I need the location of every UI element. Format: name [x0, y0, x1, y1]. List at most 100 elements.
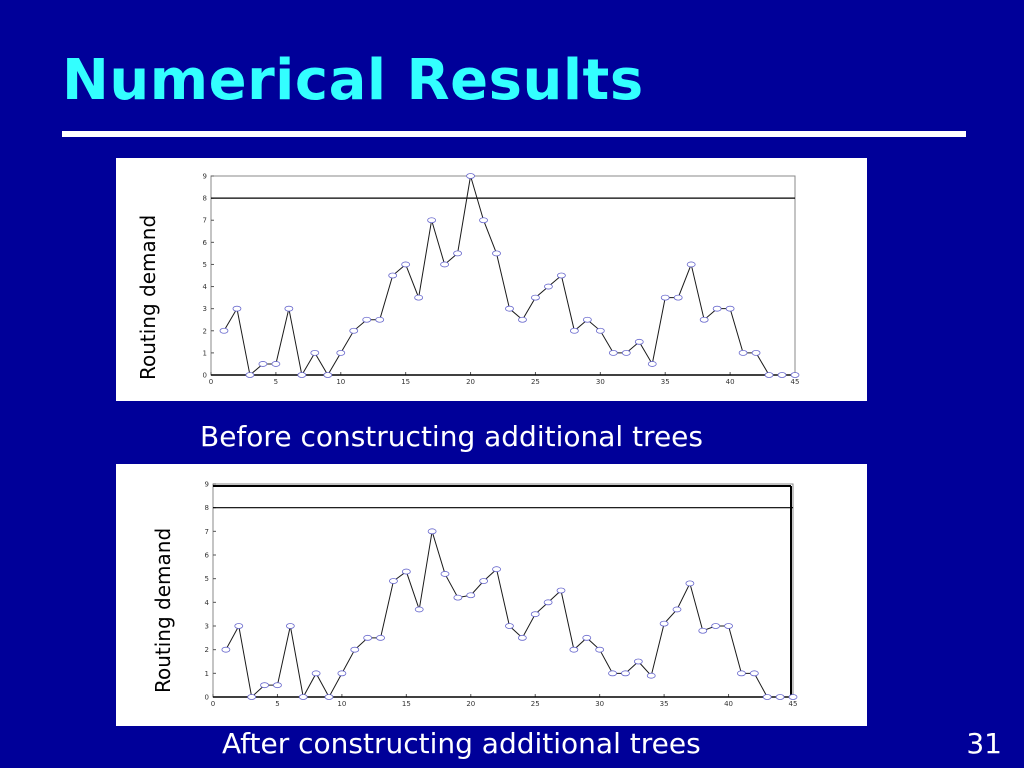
x-tick-label: 45	[789, 700, 798, 708]
y-tick-label: 1	[203, 349, 207, 357]
x-tick-label: 25	[531, 700, 540, 708]
data-point	[775, 694, 785, 700]
data-point	[479, 217, 488, 224]
data-point	[762, 694, 772, 700]
y-axis-label: Routing demand	[136, 214, 160, 380]
x-tick-label: 30	[596, 378, 605, 386]
data-point	[711, 623, 721, 629]
data-point	[375, 316, 385, 323]
data-point	[647, 361, 657, 367]
y-axis-label: Routing demand	[151, 527, 175, 693]
data-point	[284, 305, 294, 312]
data-point	[221, 646, 231, 653]
data-point	[414, 606, 424, 613]
y-tick-label: 5	[205, 575, 209, 583]
data-point	[492, 250, 501, 257]
data-point	[608, 349, 618, 356]
data-point	[260, 682, 269, 689]
data-point	[646, 672, 656, 679]
data-point	[764, 372, 774, 378]
y-tick-label: 8	[203, 195, 207, 203]
y-tick-label: 5	[203, 261, 207, 269]
data-point	[660, 294, 670, 301]
data-point	[389, 578, 398, 584]
y-tick-label: 9	[205, 481, 209, 489]
y-tick-label: 7	[205, 528, 209, 536]
data-point	[232, 305, 242, 312]
y-tick-label: 4	[203, 283, 208, 291]
data-point	[376, 634, 385, 641]
data-point	[698, 627, 708, 634]
y-tick-label: 6	[203, 239, 208, 247]
data-point	[685, 580, 695, 587]
data-point	[530, 611, 540, 618]
data-point	[777, 372, 787, 378]
data-point	[634, 338, 644, 345]
x-tick-label: 40	[724, 700, 733, 708]
y-tick-label: 6	[205, 552, 210, 560]
data-point	[362, 316, 372, 323]
data-point	[492, 566, 501, 573]
data-point	[673, 294, 683, 301]
data-point	[686, 261, 696, 268]
caption-before: Before constructing additional trees	[200, 420, 703, 453]
data-point	[350, 646, 360, 653]
y-tick-label: 4	[205, 599, 210, 607]
data-point	[751, 349, 761, 356]
plot-area	[212, 483, 794, 698]
data-point	[273, 682, 282, 689]
data-point	[544, 283, 553, 290]
x-tick-label: 35	[660, 700, 669, 708]
data-point	[336, 349, 346, 356]
x-tick-label: 20	[466, 700, 475, 708]
data-point	[724, 623, 733, 629]
data-point	[595, 327, 605, 334]
data-point	[505, 623, 514, 629]
data-point	[621, 349, 631, 356]
data-point	[699, 316, 709, 323]
data-point	[453, 594, 463, 601]
data-point	[234, 623, 244, 629]
x-tick-label: 40	[726, 378, 735, 386]
x-tick-label: 0	[211, 700, 215, 708]
data-point	[595, 646, 605, 653]
data-point	[466, 592, 476, 599]
data-point	[621, 670, 630, 677]
data-point	[388, 272, 398, 279]
title-underline	[62, 131, 966, 137]
data-point	[569, 646, 579, 653]
x-tick-label: 30	[595, 700, 604, 708]
x-tick-label: 45	[791, 378, 800, 386]
data-point	[401, 261, 411, 268]
x-tick-label: 20	[466, 378, 475, 386]
data-point	[427, 528, 437, 535]
y-tick-label: 8	[205, 504, 209, 512]
data-point	[427, 217, 437, 224]
data-point	[440, 261, 450, 268]
data-point	[453, 250, 462, 257]
data-point	[310, 349, 320, 356]
data-point	[737, 670, 746, 677]
y-tick-label: 2	[205, 646, 209, 654]
x-tick-label: 5	[274, 378, 278, 386]
y-tick-label: 3	[203, 305, 207, 313]
data-point	[725, 305, 735, 312]
y-tick-label: 0	[203, 372, 207, 380]
data-point	[788, 694, 798, 700]
data-point	[543, 599, 553, 606]
x-tick-label: 10	[336, 378, 345, 386]
data-point	[582, 634, 592, 641]
data-point	[531, 294, 540, 301]
y-tick-label: 0	[205, 694, 209, 702]
data-point	[363, 634, 373, 641]
data-point	[466, 173, 475, 179]
x-tick-label: 10	[337, 700, 346, 708]
data-point	[479, 578, 489, 584]
slide-title: Numerical Results	[62, 48, 644, 113]
data-point	[505, 305, 514, 312]
plot-area	[210, 175, 796, 376]
data-point	[790, 372, 800, 378]
y-tick-label: 3	[205, 623, 209, 631]
data-point	[247, 694, 257, 700]
